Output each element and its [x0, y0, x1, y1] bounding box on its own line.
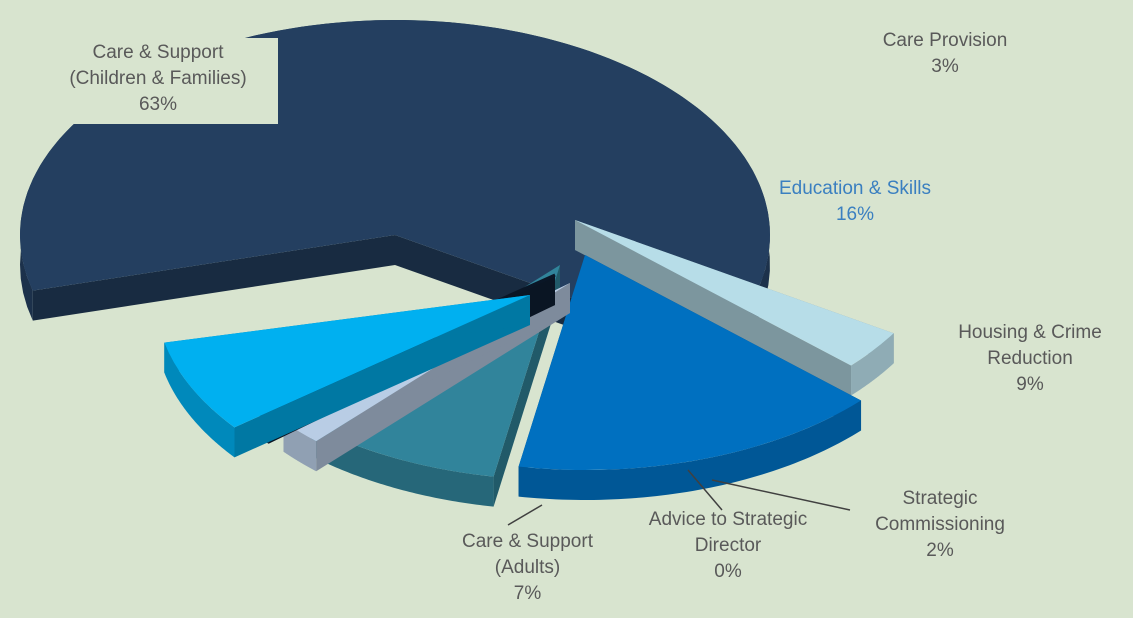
slice-label-name: Housing & Crime — [958, 322, 1102, 343]
pie-slice-cs-adults — [164, 295, 531, 458]
leader-line-adults — [507, 504, 543, 526]
leader-line-strategic-commissioning — [711, 479, 851, 511]
slice-label-name: Education & Skills — [778, 178, 932, 199]
pie-slice-care-provision — [575, 220, 894, 396]
slice-label-name: Care Provision — [882, 30, 1008, 51]
slice-label-name: Care & Support — [92, 42, 224, 63]
slice-label-name: Advice to Strategic — [648, 509, 808, 530]
slice-label-care-support-adults: Care & Support (Adults) 7% — [430, 529, 625, 607]
slice-label-name: Care & Support — [462, 531, 593, 552]
slice-label-housing-crime: Housing & Crime Reduction 9% — [925, 320, 1133, 398]
leader-lines — [507, 469, 851, 526]
slice-label-education-skills: Education & Skills 16% — [745, 176, 965, 228]
slice-label-name: Strategic — [902, 488, 978, 509]
slice-label-value: 2% — [926, 540, 954, 561]
slice-label-value: 63% — [138, 94, 178, 115]
slice-label-value: 0% — [714, 561, 742, 582]
leader-line-advice — [687, 469, 723, 511]
slice-label-value: 7% — [513, 583, 542, 604]
slice-label-name: (Children & Families) — [69, 68, 247, 89]
slice-label-name: Reduction — [987, 348, 1073, 369]
slice-label-care-support-children: Care & Support (Children & Families) 63% — [38, 38, 278, 124]
slice-label-strategic-commissioning: Strategic Commissioning 2% — [850, 486, 1030, 564]
slice-label-care-provision: Care Provision 3% — [845, 28, 1045, 80]
slice-label-name: Commissioning — [875, 514, 1005, 535]
slice-label-name: (Adults) — [494, 557, 561, 578]
slice-label-name: Director — [694, 535, 762, 556]
slice-label-advice-strategic-director: Advice to Strategic Director 0% — [618, 507, 838, 585]
pie-slice-education — [518, 255, 862, 500]
slice-label-value: 16% — [835, 204, 875, 225]
slice-label-value: 3% — [931, 56, 959, 77]
slice-label-value: 9% — [1016, 374, 1044, 395]
